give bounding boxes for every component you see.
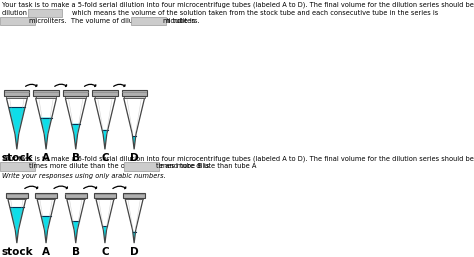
Polygon shape — [133, 136, 136, 149]
Text: Your task is to make a 5-fold serial dilution into four microcentrifuge tubes (l: Your task is to make a 5-fold serial dil… — [2, 2, 474, 8]
Polygon shape — [6, 193, 27, 197]
Polygon shape — [133, 232, 136, 243]
Polygon shape — [125, 199, 143, 243]
Polygon shape — [40, 118, 52, 149]
Polygon shape — [63, 90, 88, 96]
Polygon shape — [94, 96, 115, 98]
Text: which means the volume of the solution taken from the stock tube and each consec: which means the volume of the solution t… — [73, 10, 438, 16]
Polygon shape — [7, 96, 27, 98]
Text: stock: stock — [1, 247, 33, 257]
Polygon shape — [94, 193, 116, 197]
Polygon shape — [67, 197, 85, 199]
Polygon shape — [10, 207, 24, 243]
Polygon shape — [121, 90, 147, 96]
Polygon shape — [7, 98, 27, 149]
Polygon shape — [8, 197, 26, 199]
Text: A: A — [42, 247, 50, 257]
Polygon shape — [35, 193, 57, 197]
Text: Your task is to make a 5-fold serial dilution into four microcentrifuge tubes (l: Your task is to make a 5-fold serial dil… — [2, 155, 474, 162]
Polygon shape — [124, 96, 145, 98]
Text: times more dilute than the original tube and tube B is: times more dilute than the original tube… — [29, 163, 210, 169]
Text: times more dilute than tube A: times more dilute than tube A — [156, 163, 256, 169]
Text: C: C — [101, 247, 109, 257]
Text: A: A — [42, 153, 50, 163]
Polygon shape — [96, 197, 114, 199]
Polygon shape — [123, 193, 145, 197]
Text: C: C — [101, 153, 109, 163]
Text: dilution factor is: dilution factor is — [2, 10, 56, 16]
Polygon shape — [125, 197, 143, 199]
Polygon shape — [37, 197, 55, 199]
Text: B: B — [72, 153, 80, 163]
Text: B: B — [72, 247, 80, 257]
Polygon shape — [124, 98, 145, 149]
Polygon shape — [92, 90, 118, 96]
Polygon shape — [41, 216, 51, 243]
Polygon shape — [34, 90, 59, 96]
Polygon shape — [36, 98, 56, 149]
Text: D: D — [130, 247, 138, 257]
Polygon shape — [37, 199, 55, 243]
Polygon shape — [65, 96, 86, 98]
Polygon shape — [9, 107, 25, 149]
Polygon shape — [36, 96, 56, 98]
Polygon shape — [96, 199, 114, 243]
Text: Write your responses using only arabic numbers.: Write your responses using only arabic n… — [2, 173, 165, 179]
Text: microliters.  The volume of diluent in each tube is: microliters. The volume of diluent in ea… — [29, 18, 196, 24]
Text: D: D — [130, 153, 138, 163]
Polygon shape — [8, 199, 26, 243]
Polygon shape — [72, 124, 80, 149]
Polygon shape — [65, 98, 86, 149]
Polygon shape — [4, 90, 29, 96]
Polygon shape — [65, 193, 87, 197]
Polygon shape — [67, 199, 85, 243]
Polygon shape — [102, 130, 108, 149]
Polygon shape — [72, 221, 80, 243]
Text: microliters.: microliters. — [162, 18, 200, 24]
Polygon shape — [94, 98, 115, 149]
Text: stock: stock — [1, 153, 33, 163]
Polygon shape — [102, 226, 108, 243]
